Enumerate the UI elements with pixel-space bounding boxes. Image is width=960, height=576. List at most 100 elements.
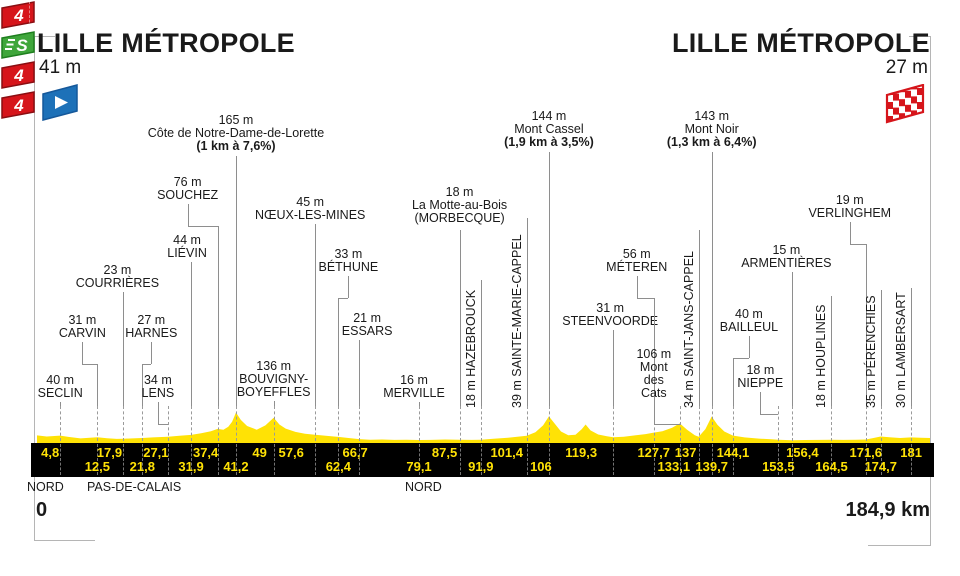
town-label: 18 m NIEPPE (690, 364, 830, 390)
label-connector (849, 244, 866, 245)
town-elevation: 21 m (353, 311, 382, 325)
label-connector (157, 402, 159, 424)
label-connector (359, 340, 361, 406)
bar-separator (680, 1, 682, 32)
label-connector (831, 296, 833, 406)
category-4-icon: 4 (0, 0, 36, 30)
town-elevation: 56 m (622, 247, 651, 261)
label-connector (526, 218, 528, 406)
climb-label: 165 m Côte de Notre-Dame-de-Lorette (1 km … (106, 114, 366, 153)
distance-label: 12,5 (84, 459, 111, 474)
distance-label: 31,9 (178, 459, 204, 474)
marker-dash-line (235, 406, 237, 441)
bar-separator (732, 444, 734, 475)
town-name: BOUVIGNY- (239, 372, 309, 386)
climb-gradient: (1 km à 7,6%) (196, 139, 276, 153)
bar-separator (711, 444, 713, 475)
label-connector (636, 298, 654, 299)
town-label: 40 m BAILLEUL (679, 308, 819, 334)
sprint-subtitle: (MORBECQUE) (414, 211, 505, 225)
bar-separator (359, 444, 361, 475)
town-label: 33 m BÉTHUNE (278, 248, 418, 274)
bar-separator (136, 1, 138, 32)
town-name: SOUCHEZ (157, 188, 219, 202)
town-label: 40 m SECLIN (0, 374, 130, 400)
town-name: ARMENTIÈRES (741, 256, 832, 270)
bar-separator (328, 1, 330, 32)
svg-text:S: S (16, 36, 28, 55)
climb-name: Mont Cassel (514, 122, 584, 136)
marker-dash-line (315, 406, 317, 441)
climb-name: Côte de Notre-Dame-de-Lorette (147, 126, 325, 140)
label-connector (142, 364, 144, 406)
bar-separator (701, 1, 703, 32)
bar-separator (60, 444, 62, 475)
marker-dash-line (480, 406, 482, 441)
marker-dash-line (911, 406, 913, 441)
svg-text:4: 4 (13, 66, 24, 85)
distance-label: 139,7 (695, 459, 728, 474)
distance-label: 153,5 (762, 459, 795, 474)
marker-dash-line (778, 406, 780, 441)
distance-label: 133,1 (657, 459, 691, 474)
town-label: 136 m BOUVIGNY- BOYEFFLES (204, 360, 344, 399)
marker-dash-line (698, 406, 700, 441)
department-label: NORD (405, 480, 442, 494)
town-name: STEENVOORDE (562, 314, 659, 328)
label-connector (419, 402, 421, 406)
town-name: BOYEFFLES (236, 385, 311, 399)
bar-separator (217, 444, 219, 475)
bar-separator (388, 1, 390, 32)
total-distance-label: 184,9 km (845, 499, 930, 521)
town-name: LENS (141, 386, 175, 400)
town-label: 27 m HARNES (81, 314, 221, 340)
distance-label: 101,4 (490, 445, 523, 460)
label-connector (636, 276, 638, 298)
frame-right-line (930, 36, 931, 545)
town-name: ESSARS (341, 324, 393, 338)
marker-dash-line (167, 406, 169, 441)
town-label: 45 m NŒUX-LES-MINES (240, 196, 380, 222)
frame-bottom-left-leg (34, 540, 95, 541)
town-elevation: 45 m (296, 195, 325, 209)
town-name: des (643, 373, 664, 387)
label-connector (849, 222, 851, 244)
label-connector (338, 298, 349, 299)
town-name: Cats (640, 386, 667, 400)
bar-separator (526, 444, 528, 475)
sprint-label: 18 m La Motte-au-Bois (MORBECQUE) (360, 186, 560, 225)
town-name: MÉTEREN (606, 260, 668, 274)
bar-separator (338, 444, 340, 475)
bar-separator (849, 1, 851, 32)
town-name: BÉTHUNE (318, 260, 379, 274)
label-connector (187, 226, 218, 227)
bar-separator (459, 444, 461, 475)
department-label: NORD (27, 480, 64, 494)
distance-label: 156,4 (786, 445, 819, 460)
marker-dash-line (359, 406, 361, 441)
label-connector (123, 292, 125, 406)
bar-separator (517, 1, 519, 32)
bar-separator (273, 444, 275, 475)
bar-separator (667, 1, 669, 32)
town-label: 34 m LENS (88, 374, 228, 400)
start-title: LILLE MÉTROPOLE (37, 28, 295, 58)
bar-separator (613, 444, 615, 475)
bar-separator (495, 1, 497, 32)
frame-bottom-right-leg (868, 545, 931, 546)
frame-top-right-leg (909, 36, 931, 37)
bar-separator (235, 444, 237, 475)
svg-text:4: 4 (13, 96, 24, 115)
bar-separator (242, 1, 244, 32)
town-elevation: 44 m (173, 233, 201, 247)
bar-separator (653, 444, 655, 475)
bar-separator (315, 444, 317, 475)
climb-elevation: 165 m (218, 113, 254, 127)
distance-label: 164,5 (815, 459, 848, 474)
bar-separator (167, 444, 169, 475)
distance-label: 91,9 (468, 459, 494, 474)
town-label-vertical: 18 m HOUPLINES (814, 304, 829, 408)
start-flag-icon (40, 84, 80, 127)
town-label: 56 m MÉTEREN (567, 248, 707, 274)
